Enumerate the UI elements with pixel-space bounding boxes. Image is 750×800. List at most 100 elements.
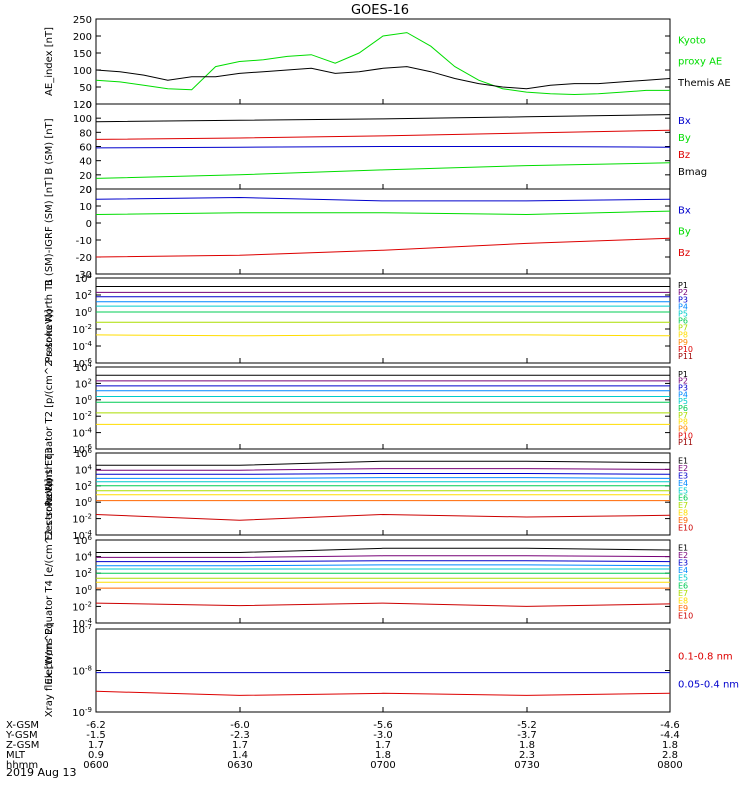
- footer-row-label: hhmm: [6, 760, 38, 771]
- series-line: [95, 334, 671, 337]
- y-tick-label: 106: [75, 534, 93, 547]
- y-tick-label: 102: [75, 289, 92, 302]
- y-tick-label: 150: [73, 49, 92, 60]
- legend-label: P11: [678, 438, 693, 447]
- y-tick-label: -30: [76, 270, 92, 281]
- legend-label: E5: [678, 486, 688, 495]
- y-tick-label: 40: [79, 157, 92, 168]
- footer-value: 0700: [370, 760, 395, 771]
- y-tick-label: 100: [75, 306, 92, 319]
- legend-label: E6: [678, 494, 688, 503]
- footer-value: 1.4: [232, 750, 248, 761]
- legend-label: Bx: [678, 205, 691, 216]
- legend-label: P10: [678, 345, 693, 354]
- legend-label: By: [678, 133, 691, 144]
- y-tick-label: 104: [75, 361, 93, 374]
- legend-label: Bz: [678, 150, 690, 161]
- y-tick-label: 20: [79, 171, 92, 182]
- legend-label: P1: [678, 281, 688, 290]
- legend-label: E8: [678, 509, 688, 518]
- legend-label: Bmag: [678, 167, 707, 178]
- footer-value: 1.7: [88, 740, 104, 751]
- legend-label: E7: [678, 501, 688, 510]
- y-tick-label: 104: [75, 463, 93, 476]
- panel-frame: [95, 18, 671, 105]
- y-axis-label: AE_index [nT]: [44, 27, 55, 96]
- footer-value: 1.8: [662, 740, 678, 751]
- series-line: [96, 460, 671, 466]
- legend-label: P8: [678, 418, 688, 427]
- panel-1: 0 50 100 150 200 250 AE_index [nT] Kyoto proxy A…: [44, 15, 731, 111]
- legend-label: P7: [678, 324, 688, 333]
- footer-value: 0630: [227, 760, 252, 771]
- legend-label: P4: [678, 302, 688, 311]
- footer-row-label: X-GSM: [6, 720, 39, 731]
- y-tick-label: 10-4: [72, 427, 92, 440]
- legend-label: E2: [678, 464, 688, 473]
- footer-value: 0.9: [88, 750, 104, 761]
- y-tick-label: 60: [79, 143, 92, 154]
- y-tick-label: 10-2: [72, 600, 92, 613]
- footer-value: 1.8: [375, 750, 391, 761]
- y-tick-label: 104: [75, 551, 93, 564]
- y-tick-label: 100: [75, 584, 92, 597]
- legend-label: P5: [678, 397, 688, 406]
- y-axis-label: Protons North T1: [44, 278, 55, 362]
- legend-label: P6: [678, 404, 688, 413]
- footer-value: -6.0: [230, 720, 250, 731]
- series-line: [96, 547, 671, 553]
- footer-value: -3.0: [373, 730, 393, 741]
- legend-label: proxy AE: [678, 57, 722, 68]
- footer-value: -6.2: [86, 720, 106, 731]
- footer-value: -1.5: [86, 730, 106, 741]
- series-line: [95, 146, 671, 149]
- series-line: [95, 196, 671, 202]
- y-tick-label: 102: [75, 567, 92, 580]
- legend-label: P5: [678, 309, 688, 318]
- y-tick-label: 250: [73, 15, 92, 26]
- legend-label: P2: [678, 377, 688, 386]
- footer-row-label: MLT: [6, 750, 26, 761]
- y-tick-label: 10-9: [72, 706, 92, 719]
- y-tick-label: 10-2: [72, 410, 92, 423]
- legend-label: E10: [678, 524, 693, 533]
- legend-label: E7: [678, 589, 688, 598]
- y-tick-label: 10-7: [72, 623, 92, 636]
- series-line: [95, 690, 671, 696]
- series-line: [95, 129, 671, 140]
- footer-value: 1.7: [232, 740, 248, 751]
- footer-value: -4.4: [660, 730, 680, 741]
- series-line: [96, 477, 671, 479]
- legend-label: P4: [678, 390, 688, 399]
- footer-value: 2.3: [519, 750, 535, 761]
- y-axis-label: Electrons Equator T4 [e/(cm^2-s-sr-keV)]: [44, 479, 55, 685]
- legend-label: E4: [678, 479, 688, 488]
- legend-label: P7: [678, 411, 688, 420]
- legend-label: E10: [678, 611, 693, 620]
- legend-label: P11: [678, 352, 693, 361]
- legend-label: E9: [678, 604, 688, 613]
- y-axis-label: Xray flux [W/m^2]: [44, 624, 55, 718]
- panel-frame: [95, 628, 671, 713]
- legend-label: By: [678, 227, 691, 238]
- y-tick-label: 102: [75, 377, 92, 390]
- y-tick-label: 104: [75, 272, 93, 285]
- y-tick-label: 10: [79, 202, 92, 213]
- chart-title: GOES-16: [351, 3, 409, 18]
- y-tick-label: 100: [73, 66, 92, 77]
- series-line: [95, 114, 671, 123]
- y-tick-label: 200: [73, 32, 92, 43]
- legend-label: 0.05-0.4 nm: [678, 679, 739, 690]
- footer-value: -2.3: [230, 730, 250, 741]
- y-axis-label: B (SM) [nT]: [44, 118, 55, 174]
- legend-label: E2: [678, 551, 688, 560]
- y-tick-label: -10: [76, 236, 92, 247]
- footer-table: X-GSMY-GSMZ-GSMMLThhmm-6.2-1.51.70.90600…: [5, 720, 683, 771]
- legend-label: P3: [678, 384, 688, 393]
- series-line: [95, 513, 671, 521]
- footer-row-label: Z-GSM: [6, 740, 39, 751]
- footer-value: 2.8: [662, 750, 678, 761]
